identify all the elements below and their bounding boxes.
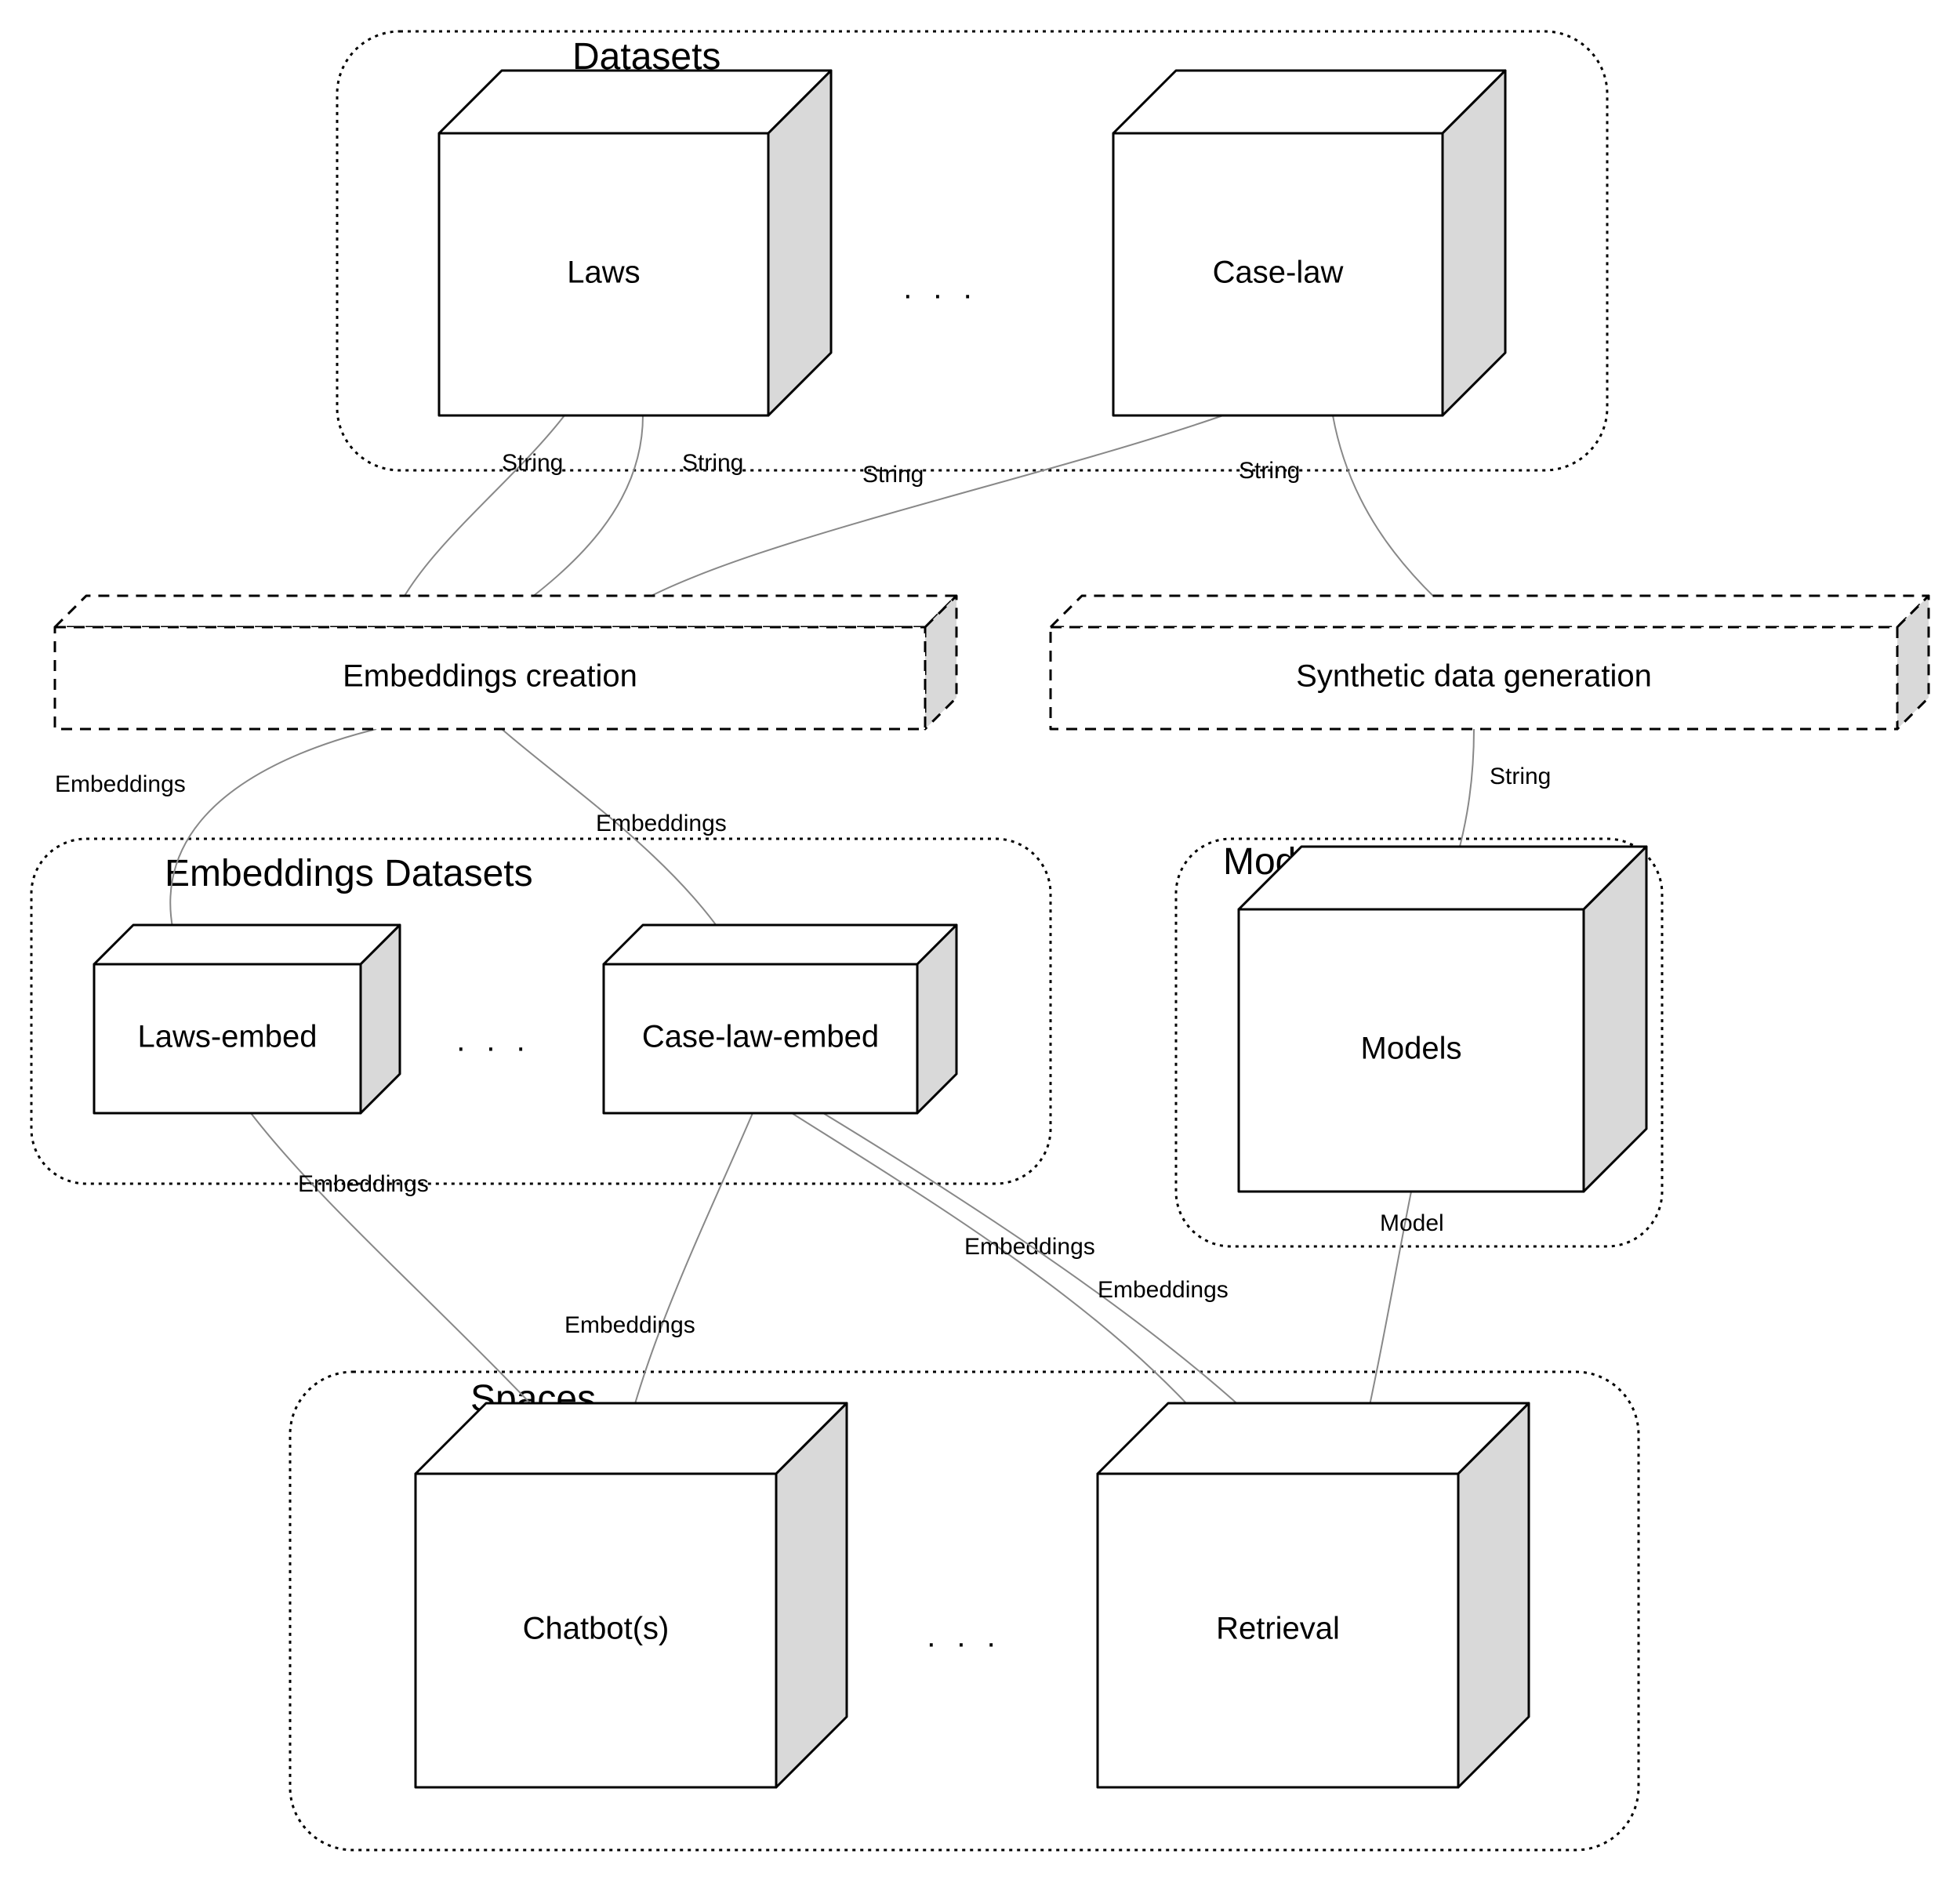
process-label-syn_gen: Synthetic data generation [1296, 659, 1652, 694]
cube-models_c: Models [1239, 847, 1646, 1192]
cube-label-models_c: Models [1361, 1032, 1462, 1066]
cube-laws: Laws [439, 71, 831, 415]
cube-caselaw: Case-law [1113, 71, 1505, 415]
cube-label-cl_emb: Case-law-embed [642, 1020, 879, 1054]
edge-label-10: Embeddings [1098, 1277, 1229, 1303]
cube-retrieval: Retrieval [1098, 1403, 1529, 1787]
cube-cl_emb: Case-law-embed [604, 925, 956, 1113]
process-syn_gen: Synthetic data generation [1051, 596, 1929, 729]
edge-label-5: Embeddings [596, 811, 727, 836]
cube-label-caselaw: Case-law [1213, 256, 1344, 290]
diagram-svg: DatasetsModelsEmbeddings DatasetsSpacesS… [0, 0, 1960, 1890]
cube-label-laws: Laws [567, 256, 640, 290]
ellipsis-0: . . . [903, 271, 978, 306]
edge-label-8: Embeddings [564, 1312, 695, 1338]
edge-label-9: Embeddings [964, 1234, 1095, 1260]
edge-label-7: Embeddings [298, 1171, 429, 1197]
cube-laws_emb: Laws-embed [94, 925, 400, 1113]
edge-label-0: String [502, 450, 563, 476]
cube-chatbot: Chatbot(s) [416, 1403, 847, 1787]
ellipsis-1: . . . [456, 1024, 532, 1058]
diagram-root: DatasetsModelsEmbeddings DatasetsSpacesS… [0, 0, 1960, 1890]
edge-label-3: String [1239, 458, 1300, 484]
edge-label-6: String [1490, 764, 1551, 789]
group-label-embed_ds: Embeddings Datasets [165, 853, 533, 894]
process-emb_create: Embeddings creation [55, 596, 956, 729]
edge-label-4: Embeddings [55, 771, 186, 797]
cube-label-chatbot: Chatbot(s) [523, 1612, 670, 1646]
edge-label-2: String [862, 462, 924, 488]
edge-label-1: String [682, 450, 743, 476]
cube-label-retrieval: Retrieval [1216, 1612, 1340, 1646]
ellipsis-2: . . . [927, 1620, 1002, 1654]
process-label-emb_create: Embeddings creation [343, 659, 637, 694]
edge-label-11: Model [1380, 1210, 1444, 1236]
cube-label-laws_emb: Laws-embed [137, 1020, 317, 1054]
